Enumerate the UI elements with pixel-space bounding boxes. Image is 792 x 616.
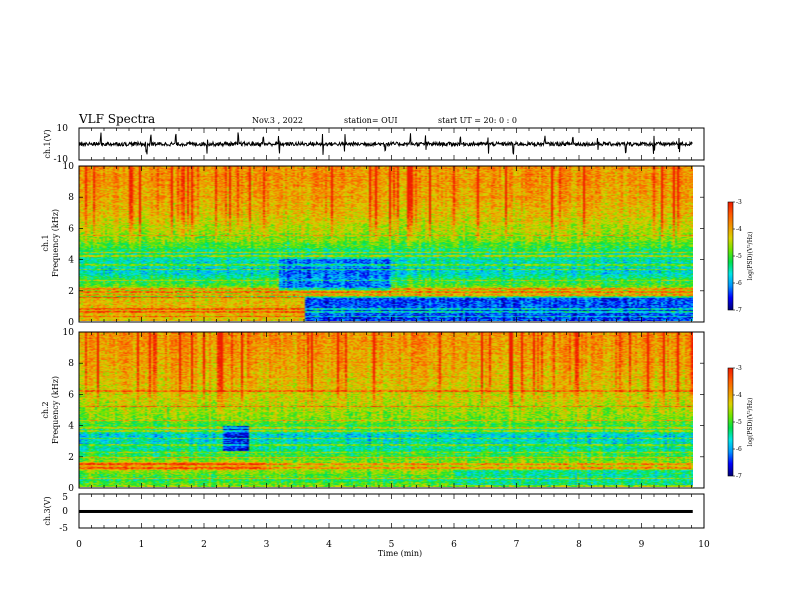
ch1-spectrogram-image bbox=[79, 166, 693, 321]
frequency-tick-label: 4 bbox=[68, 422, 74, 432]
time-tick-label: 7 bbox=[514, 540, 520, 550]
ch2-spectrogram-yticks: 0 2 4 6 8 10 bbox=[63, 328, 704, 494]
ch1-colorbar-label: log(PSD)(V²/Hz) bbox=[747, 232, 754, 281]
ch2-spectrogram-panel bbox=[78, 331, 705, 489]
frequency-tick-label: 8 bbox=[68, 359, 74, 369]
header-station: station= OUI bbox=[344, 116, 398, 125]
colorbar-tick-label: -3 bbox=[736, 365, 742, 372]
frequency-tick-label: 2 bbox=[68, 453, 74, 463]
time-tick-label: 5 bbox=[389, 540, 395, 550]
colorbar-tick-label: -6 bbox=[736, 280, 742, 287]
ch1-waveform-ylabel: ch.1(V) bbox=[43, 129, 52, 158]
frequency-tick-label: 0 bbox=[68, 484, 74, 494]
time-tick-label: 8 bbox=[576, 540, 582, 550]
time-tick-label: 0 bbox=[76, 540, 82, 550]
colorbar-tick-label: -4 bbox=[736, 226, 742, 233]
time-tick-label: 3 bbox=[264, 540, 270, 550]
frequency-tick-label: 10 bbox=[63, 328, 75, 338]
colorbar-tick-label: -7 bbox=[736, 473, 742, 480]
ch1-ytick-top: 10 bbox=[57, 124, 69, 134]
ch2-spectrogram-image bbox=[79, 332, 693, 487]
colorbar-tick-label: -7 bbox=[736, 307, 742, 314]
ch3-waveform-trace bbox=[79, 509, 693, 513]
frequency-tick-label: 6 bbox=[68, 224, 74, 234]
colorbar-tick-label: -5 bbox=[736, 419, 742, 426]
colorbar-tick-label: -3 bbox=[736, 199, 742, 206]
frequency-tick-label: 4 bbox=[68, 256, 74, 266]
time-tick-label: 1 bbox=[139, 540, 145, 550]
ch3-ytick-bottom: -5 bbox=[59, 524, 68, 534]
ch1-spectrogram-ylabel-channel: ch.1 bbox=[41, 234, 50, 251]
ch1-spectrogram-yticks: 0 2 4 6 8 10 bbox=[63, 162, 704, 328]
time-tick-label: 4 bbox=[326, 540, 332, 550]
ch1-colorbar bbox=[727, 201, 734, 311]
colorbar-tick-label: -4 bbox=[736, 392, 742, 399]
figure-title: VLF Spectra bbox=[78, 112, 155, 126]
colorbar-tick-label: -6 bbox=[736, 446, 742, 453]
ch1-ytick-bottom: -10 bbox=[54, 155, 69, 165]
ch2-spectrogram-ylabel-frequency: Frequency (kHz) bbox=[51, 376, 60, 444]
frequency-tick-label: 8 bbox=[68, 193, 74, 203]
ch3-ytick-middle: 0 bbox=[62, 507, 68, 517]
ch3-waveform-ylabel: ch.3(V) bbox=[43, 496, 52, 525]
header-date: Nov.3 , 2022 bbox=[252, 116, 303, 125]
ch1-spectrogram-panel bbox=[78, 165, 705, 323]
time-axis-label: Time (min) bbox=[378, 549, 422, 558]
ch2-colorbar bbox=[727, 367, 734, 477]
ch1-spectrogram-ylabel-frequency: Frequency (kHz) bbox=[51, 209, 60, 277]
time-tick-label: 2 bbox=[201, 540, 207, 550]
time-tick-label: 9 bbox=[639, 540, 645, 550]
ch2-colorbar-ticks: -3 -4 -5 -6 -7 bbox=[733, 365, 742, 480]
ch1-waveform-trace bbox=[78, 132, 693, 155]
time-axis-ticklabels: 0 1 2 3 4 5 6 7 8 9 10 bbox=[76, 540, 710, 550]
colorbar-tick-label: -5 bbox=[736, 253, 742, 260]
frequency-tick-label: 10 bbox=[63, 162, 75, 172]
header-start-time: start UT = 20: 0 : 0 bbox=[438, 116, 517, 125]
ch2-colorbar-gradient bbox=[728, 368, 733, 476]
ch1-colorbar-ticks: -3 -4 -5 -6 -7 bbox=[733, 199, 742, 314]
ch2-spectrogram-ylabel-channel: ch.2 bbox=[41, 401, 50, 418]
ch3-ytick-top: 5 bbox=[62, 493, 68, 503]
time-tick-marks bbox=[78, 128, 705, 528]
time-tick-label: 10 bbox=[698, 540, 710, 550]
ch1-colorbar-gradient bbox=[728, 202, 733, 310]
ch2-colorbar-label: log(PSD)(V²/Hz) bbox=[747, 398, 754, 447]
frequency-tick-label: 6 bbox=[68, 390, 74, 400]
frequency-tick-label: 0 bbox=[68, 318, 74, 328]
frequency-tick-label: 2 bbox=[68, 287, 74, 297]
time-tick-label: 6 bbox=[451, 540, 457, 550]
